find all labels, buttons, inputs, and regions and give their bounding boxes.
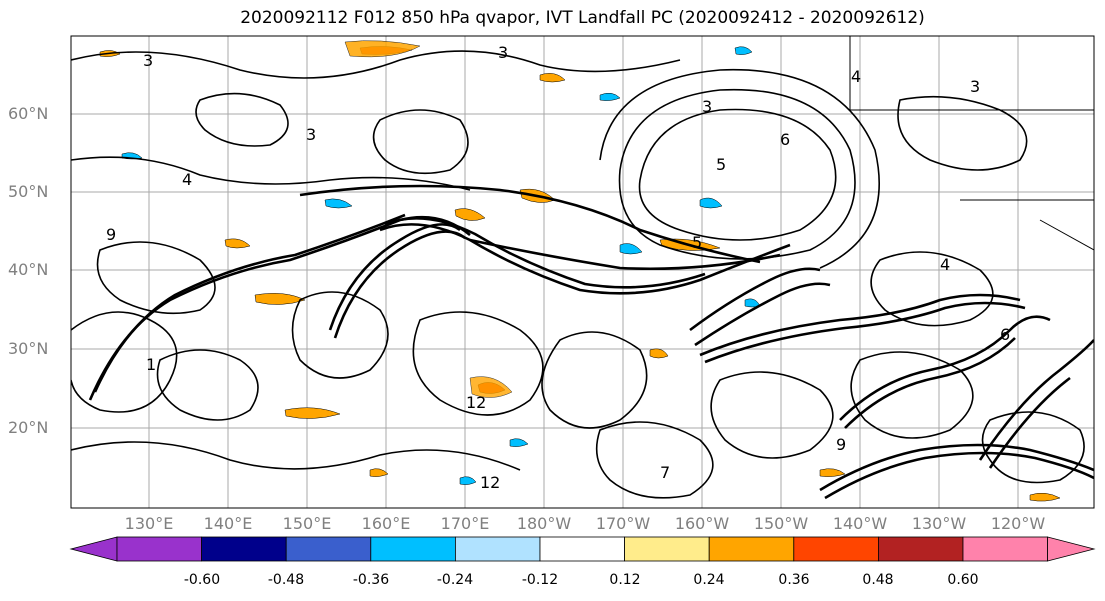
lon-label: 130°E bbox=[124, 514, 174, 533]
contour-label: 5 bbox=[716, 155, 726, 174]
contour-label: 7 bbox=[660, 463, 670, 482]
lon-label: 140°E bbox=[203, 514, 253, 533]
lat-label: 50°N bbox=[8, 182, 49, 201]
colorbar-segment bbox=[624, 536, 710, 562]
lon-label: 140°W bbox=[832, 514, 888, 533]
colorbar-segment bbox=[285, 536, 372, 562]
lon-label: 130°W bbox=[911, 514, 967, 533]
colorbar-segment bbox=[116, 536, 202, 562]
colorbar-tick-label: 0.60 bbox=[947, 572, 979, 588]
contour-label: 3 bbox=[970, 77, 980, 96]
lon-label: 160°W bbox=[674, 514, 730, 533]
lon-label: 170°E bbox=[440, 514, 490, 533]
colorbar-tick-label: -0.48 bbox=[267, 572, 305, 588]
colorbar-segment bbox=[539, 536, 625, 562]
colorbar-segment bbox=[793, 536, 879, 562]
lat-label: 20°N bbox=[8, 418, 49, 437]
lat-label: 30°N bbox=[8, 339, 49, 358]
contour-label: 3 bbox=[306, 125, 316, 144]
contour-label: 9 bbox=[106, 225, 116, 244]
lon-label: 150°W bbox=[753, 514, 809, 533]
shading-negative bbox=[121, 46, 761, 485]
contour-label: 3 bbox=[702, 97, 712, 116]
lat-label: 60°N bbox=[8, 104, 49, 123]
colorbar-tick-label: 0.48 bbox=[862, 572, 894, 588]
shading-positive bbox=[99, 40, 1061, 502]
colorbar-segment bbox=[201, 536, 287, 562]
colorbar-tick-label: 0.24 bbox=[693, 572, 725, 588]
colorbar-tick-label: -0.60 bbox=[183, 572, 221, 588]
contour-label: 6 bbox=[1000, 325, 1010, 344]
contour-label: 3 bbox=[143, 51, 153, 70]
lon-label: 180°W bbox=[516, 514, 572, 533]
lat-label: 40°N bbox=[8, 260, 49, 279]
contour-label: 4 bbox=[851, 67, 861, 86]
contour-value-labels: 3 3 3 3 4 4 5 5 6 6 7 9 9 12 12 1 4 3 bbox=[106, 43, 1010, 492]
boundaries bbox=[849, 36, 1094, 251]
colorbar-segment bbox=[708, 536, 795, 562]
colorbar-tick-label: -0.12 bbox=[521, 572, 559, 588]
lon-label: 170°W bbox=[595, 514, 651, 533]
contour-label: 6 bbox=[780, 130, 790, 149]
colorbar-tick-label: -0.36 bbox=[352, 572, 390, 588]
colorbar-segment bbox=[962, 536, 1048, 562]
colorbar-segment bbox=[370, 536, 456, 562]
contour-label: 12 bbox=[466, 393, 486, 412]
map-title: 2020092112 F012 850 hPa qvapor, IVT Land… bbox=[240, 8, 925, 28]
lon-label: 160°E bbox=[361, 514, 411, 533]
colorbar-tick-label: -0.24 bbox=[436, 572, 474, 588]
colorbar-extend-min bbox=[69, 536, 118, 562]
lon-label: 120°W bbox=[990, 514, 1046, 533]
contour-label: 1 bbox=[146, 355, 156, 374]
contour-label: 5 bbox=[692, 233, 702, 252]
lon-label: 150°E bbox=[282, 514, 332, 533]
colorbar-segment bbox=[454, 536, 541, 562]
colorbar-extend-max bbox=[1047, 536, 1096, 562]
contour-label: 4 bbox=[182, 170, 192, 189]
colorbar-segment bbox=[878, 536, 964, 562]
map-frame bbox=[70, 35, 1095, 509]
contour-lines bbox=[71, 50, 1085, 499]
contour-label: 3 bbox=[498, 43, 508, 62]
contour-label: 12 bbox=[480, 473, 500, 492]
contour-label: 9 bbox=[836, 435, 846, 454]
colorbar-tick-label: 0.36 bbox=[778, 572, 810, 588]
jet-contour-bands bbox=[88, 184, 1094, 500]
colorbar bbox=[69, 536, 1096, 562]
contour-label: 4 bbox=[940, 255, 950, 274]
colorbar-tick-label: 0.12 bbox=[609, 572, 641, 588]
